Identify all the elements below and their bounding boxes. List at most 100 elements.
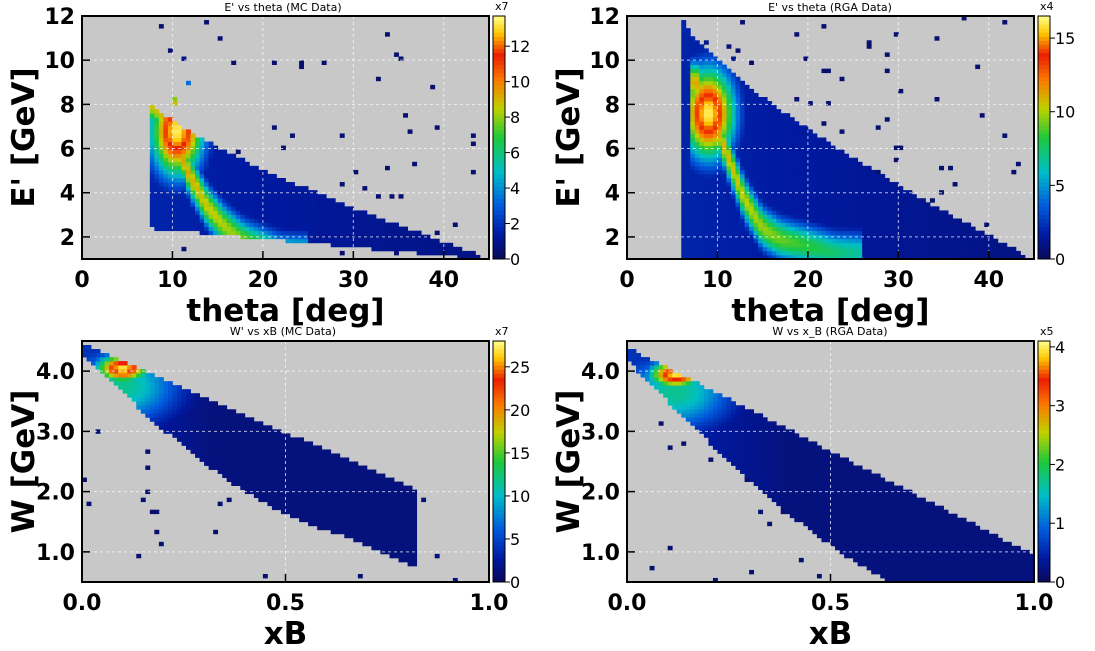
heatmap-cell [308, 210, 314, 215]
heatmap-cell [690, 149, 696, 155]
heatmap-cell [204, 178, 210, 183]
heatmap-cell [726, 125, 732, 130]
heatmap-cell [776, 206, 782, 211]
heatmap-cell [694, 48, 700, 53]
heatmap-cell [403, 553, 408, 559]
heatmap-cell [758, 105, 764, 110]
heatmap-cell [712, 441, 718, 446]
heatmap-cell [371, 529, 377, 535]
heatmap-cell [249, 210, 255, 215]
heatmap-cell [375, 545, 381, 551]
heatmap-cell [866, 178, 872, 183]
heatmap-cell [348, 242, 354, 248]
heatmap-cell [767, 121, 773, 126]
x-tick-label: 0.5 [266, 591, 305, 616]
heatmap-cell [712, 145, 718, 151]
heatmap-cell [312, 469, 318, 474]
heatmap-cell [235, 477, 241, 482]
heatmap-cell [690, 182, 696, 187]
heatmap-cell [348, 501, 354, 507]
heatmap-cell [794, 169, 800, 175]
colorbar-segment [493, 393, 505, 398]
heatmap-cell [362, 529, 368, 535]
heatmap-cell [290, 222, 295, 227]
heatmap-cell [690, 385, 696, 390]
heatmap-cell [726, 437, 732, 442]
heatmap-cell [717, 141, 723, 146]
heatmap-cell [195, 437, 200, 442]
heatmap-cell [645, 377, 651, 382]
heatmap-cell [262, 222, 268, 227]
heatmap-cell [434, 242, 440, 248]
heatmap-cell [871, 186, 877, 191]
heatmap-cell [645, 361, 651, 366]
heatmap-cell [326, 457, 332, 462]
heatmap-cell [149, 202, 155, 207]
heatmap-cell [749, 242, 755, 248]
heatmap-cell [299, 437, 304, 442]
heatmap-cell [717, 161, 723, 167]
heatmap-cell [785, 242, 791, 248]
heatmap-cell [744, 194, 750, 199]
heatmap-cell [430, 84, 436, 90]
heatmap-cell [344, 230, 350, 236]
heatmap-cell [694, 173, 700, 179]
heatmap-cell [199, 457, 205, 462]
heatmap-cell [785, 182, 791, 187]
heatmap-cell [362, 517, 368, 523]
heatmap-cell [884, 242, 890, 248]
heatmap-cell [871, 254, 877, 260]
heatmap-cell [636, 361, 641, 366]
heatmap-cell [186, 133, 191, 138]
heatmap-cell [276, 222, 282, 227]
heatmap-cell [780, 173, 786, 179]
heatmap-cell [299, 465, 304, 470]
heatmap-cell [749, 133, 755, 138]
heatmap-cell [925, 246, 931, 252]
heatmap-cell [798, 165, 804, 171]
heatmap-cell [389, 549, 395, 555]
heatmap-cell [726, 230, 732, 236]
heatmap-cell [785, 141, 791, 146]
heatmap-cell [253, 194, 259, 199]
heatmap-cell [780, 153, 786, 159]
heatmap-cell [911, 234, 917, 240]
heatmap-cell [267, 461, 273, 466]
heatmap-cell [226, 469, 232, 474]
heatmap-cell [871, 206, 877, 211]
heatmap-cell [749, 421, 755, 426]
heatmap-cell [839, 149, 845, 155]
heatmap-cell [681, 254, 687, 260]
heatmap-cell [339, 238, 345, 244]
heatmap-cell [681, 210, 687, 215]
heatmap-cell [884, 226, 890, 232]
heatmap-cell [694, 149, 700, 155]
heatmap-cell [299, 198, 304, 203]
heatmap-cell [952, 238, 958, 244]
heatmap-cell [825, 173, 831, 179]
heatmap-cell [158, 206, 164, 211]
heatmap-cell [172, 141, 178, 146]
heatmap-cell [744, 230, 750, 236]
heatmap-cell [407, 489, 413, 495]
heatmap-cell [226, 465, 232, 470]
heatmap-cell [676, 409, 682, 414]
heatmap-cell [398, 517, 404, 523]
x-tick-label: 40 [973, 268, 1004, 293]
heatmap-cell [204, 461, 210, 466]
heatmap-cell [208, 226, 214, 232]
heatmap-cell [812, 254, 818, 260]
heatmap-cell [294, 214, 300, 219]
heatmap-cell [685, 157, 691, 163]
heatmap-cells [627, 349, 1035, 583]
heatmap-cell [380, 525, 386, 531]
heatmap-cell [375, 521, 381, 527]
heatmap-cell [740, 84, 745, 90]
heatmap-cell [371, 537, 377, 543]
heatmap-cell [158, 169, 164, 175]
heatmap-cell [335, 234, 341, 240]
colorbar-frame [492, 340, 506, 583]
colorbar-segment [1038, 161, 1050, 167]
heatmap-cell [176, 413, 182, 418]
